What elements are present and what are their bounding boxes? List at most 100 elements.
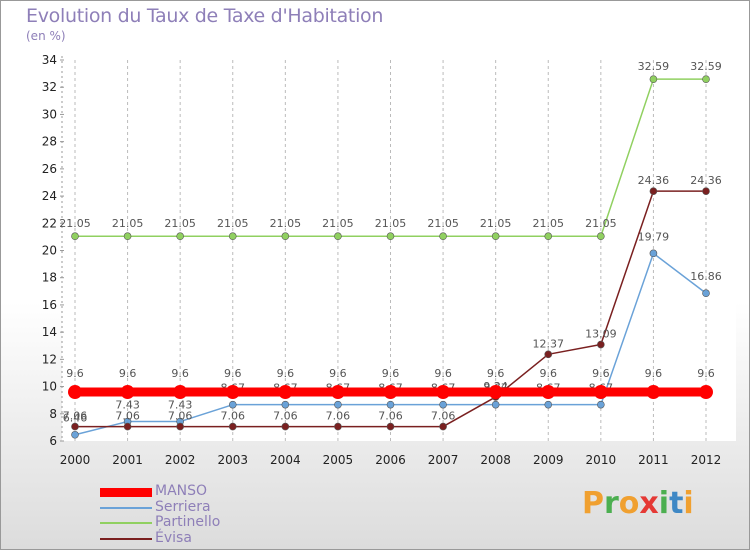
data-label: 9.6	[119, 367, 137, 380]
data-label: 21.05	[533, 217, 565, 230]
data-point	[702, 75, 710, 83]
y-tick-label: 18	[42, 271, 57, 285]
data-point	[281, 232, 290, 241]
data-label: 9.6	[697, 367, 715, 380]
data-point	[225, 385, 240, 400]
legend-swatch	[100, 488, 152, 497]
data-point	[386, 422, 395, 431]
data-point	[439, 232, 447, 241]
chart-subtitle: (en %)	[26, 29, 66, 43]
y-tick-label: 24	[42, 189, 57, 203]
data-point	[649, 249, 658, 258]
chart-title: Evolution du Taux de Taxe d'Habitation	[26, 5, 384, 27]
y-tick-label: 8	[49, 407, 57, 421]
data-label: 9.6	[224, 367, 242, 380]
legend-swatch	[100, 537, 152, 540]
data-label: 21.05	[112, 217, 144, 230]
data-point	[120, 385, 135, 400]
data-label: 24.36	[690, 174, 722, 187]
data-point	[593, 385, 608, 400]
data-label: 21.05	[164, 217, 196, 230]
y-tick-label: 12	[42, 352, 57, 366]
x-tick-label: 2009	[533, 453, 564, 467]
data-label: 9.6	[382, 367, 400, 380]
logo-letter: t	[669, 486, 684, 521]
y-tick-label: 10	[42, 380, 57, 394]
x-tick-label: 2010	[586, 453, 617, 467]
data-point	[334, 400, 342, 409]
data-point	[383, 385, 398, 400]
data-point	[278, 385, 293, 400]
data-label: 7.43	[168, 399, 193, 412]
data-label: 21.05	[217, 217, 249, 230]
y-tick-label: 20	[42, 244, 57, 258]
y-tick-label: 14	[42, 325, 57, 339]
data-label: 16.86	[690, 270, 722, 283]
y-tick-label: 22	[42, 216, 57, 230]
data-label: 21.05	[480, 217, 512, 230]
data-label: 21.05	[427, 217, 459, 230]
data-point	[228, 422, 237, 431]
data-point	[281, 400, 290, 409]
data-point	[71, 422, 79, 431]
data-label: 9.6	[171, 367, 189, 380]
data-label: 9.6	[487, 367, 505, 380]
data-point	[439, 422, 447, 431]
data-point	[334, 422, 342, 431]
logo-letter: i	[683, 486, 694, 521]
data-label: 7.06	[221, 410, 246, 423]
data-point	[281, 422, 290, 431]
data-point	[544, 350, 553, 359]
data-label: 7.06	[63, 410, 88, 423]
data-point	[699, 385, 713, 400]
y-tick-label: 6	[49, 434, 57, 448]
data-label: 7.43	[115, 399, 140, 412]
logo-letter: i	[658, 486, 670, 521]
data-label: 32.59	[638, 60, 670, 73]
legend-swatch	[100, 522, 152, 524]
x-tick-label: 2001	[112, 453, 143, 467]
legend-swatch	[100, 506, 152, 509]
data-point	[176, 232, 184, 241]
data-label: 6.46	[63, 412, 88, 425]
legend-label: Serriera	[155, 498, 211, 515]
logo-letter: x	[639, 486, 659, 521]
plot-area	[62, 60, 736, 441]
x-tick-label: 2000	[60, 453, 91, 467]
proxiti-logo: Proxiti	[582, 486, 694, 521]
x-tick-label: 2005	[323, 453, 354, 467]
data-point	[334, 232, 342, 241]
data-point	[71, 430, 79, 439]
data-point	[544, 232, 553, 241]
data-point	[702, 289, 710, 298]
data-label: 9.6	[277, 367, 295, 380]
y-tick-label: 16	[42, 298, 57, 312]
data-point	[436, 385, 451, 400]
data-point	[439, 400, 447, 409]
data-point	[488, 385, 503, 400]
data-label: 21.05	[59, 217, 91, 230]
legend-label: Partinello	[155, 514, 221, 530]
data-point	[646, 385, 661, 400]
x-tick-label: 2002	[165, 453, 196, 467]
x-tick-label: 2008	[480, 453, 511, 467]
data-label: 7.06	[115, 410, 140, 423]
data-label: 9.6	[66, 367, 84, 380]
data-label: 32.59	[690, 60, 722, 73]
data-point	[541, 385, 556, 400]
data-label: 13.09	[585, 328, 617, 341]
data-label: 21.05	[585, 217, 617, 230]
data-point	[123, 232, 132, 241]
data-label: 9.6	[592, 367, 610, 380]
y-tick-label: 34	[42, 53, 57, 67]
legend-label: Évisa	[155, 529, 192, 546]
data-label: 12.37	[533, 337, 565, 350]
data-point	[123, 422, 132, 431]
data-label: 24.36	[638, 174, 670, 187]
logo-letter: P	[582, 486, 604, 521]
data-label: 21.05	[322, 217, 354, 230]
data-point	[597, 400, 605, 409]
y-tick-label: 30	[42, 107, 57, 121]
data-point	[330, 385, 345, 400]
logo-letter: o	[618, 486, 640, 521]
